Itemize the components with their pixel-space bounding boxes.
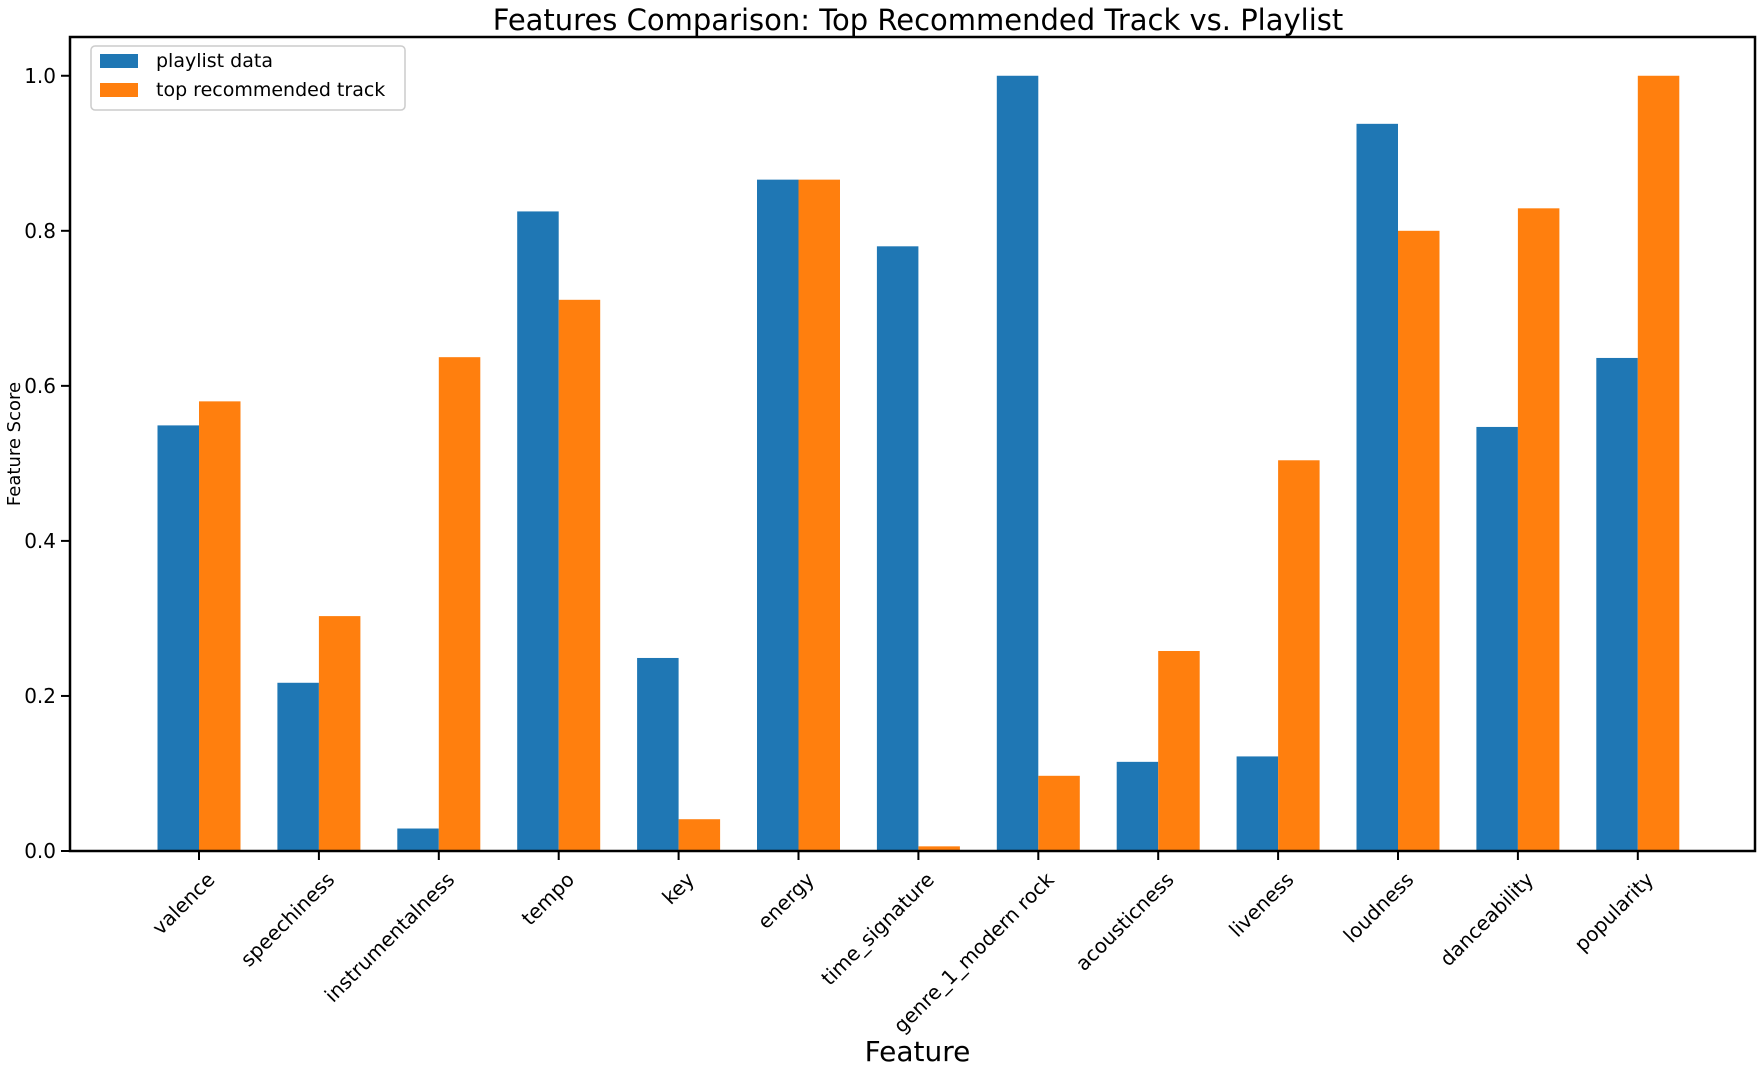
bar-top-track-liveness	[1278, 460, 1320, 851]
bar-playlist-acousticness	[1116, 761, 1159, 851]
y-tick-label: 0.4	[24, 529, 56, 553]
x-tick-label: time_signature	[816, 867, 939, 990]
legend: playlist data top recommended track	[90, 45, 406, 111]
y-axis-ticks: 0.0 0.2 0.4 0.6 0.8 1.0	[24, 64, 70, 863]
x-tick-label: acousticness	[1071, 867, 1179, 975]
bar-top-track-danceability	[1517, 208, 1560, 851]
legend-label: top recommended track	[156, 79, 385, 101]
plot-area-frame	[68, 35, 1757, 853]
bar-top-track-key	[678, 819, 721, 851]
y-tick-label: 0.8	[24, 219, 56, 243]
bars-group	[157, 75, 1680, 852]
bar-top-track-speechiness	[318, 616, 361, 851]
x-tick-label: key	[657, 867, 699, 909]
legend-label: playlist data	[156, 50, 273, 72]
bar-top-track-instrumentalness	[438, 357, 481, 851]
x-tick-label: tempo	[517, 867, 580, 930]
y-axis-label: Feature Score	[4, 382, 25, 506]
bar-playlist-key	[637, 657, 679, 851]
y-tick-label: 0.0	[24, 839, 56, 863]
bar-playlist-liveness	[1236, 756, 1279, 851]
y-tick-label: 0.2	[24, 684, 56, 708]
bar-playlist-energy	[757, 179, 799, 852]
bar-playlist-speechiness	[277, 682, 319, 851]
x-tick-label: speechiness	[236, 867, 340, 971]
bar-playlist-tempo	[517, 211, 559, 851]
legend-swatch	[100, 83, 138, 97]
bar-top-track-popularity	[1637, 75, 1680, 851]
x-tick-label: instrumentalness	[320, 867, 460, 1007]
bar-top-track-loudness	[1398, 230, 1440, 852]
x-tick-label: valence	[147, 867, 219, 939]
bar-top-track-genre-1-modern-rock	[1038, 775, 1080, 851]
chart-title: Features Comparison: Top Recommended Tra…	[493, 3, 1344, 37]
legend-box	[90, 45, 406, 111]
bar-playlist-instrumentalness	[397, 828, 439, 851]
bar-playlist-popularity	[1596, 357, 1638, 851]
bar-top-track-energy	[798, 179, 840, 852]
bar-top-track-time-signature	[918, 846, 960, 851]
bar-playlist-valence	[157, 425, 199, 851]
bar-top-track-tempo	[558, 299, 601, 851]
x-tick-label: popularity	[1569, 867, 1658, 956]
legend-swatch	[100, 54, 138, 68]
x-tick-label: energy	[753, 867, 819, 933]
x-tick-label: liveness	[1224, 867, 1298, 941]
y-tick-label: 0.6	[24, 374, 56, 398]
y-tick-label: 1.0	[24, 64, 56, 88]
bar-playlist-loudness	[1356, 123, 1398, 852]
x-tick-label: danceability	[1435, 867, 1539, 971]
bar-playlist-time-signature	[876, 246, 919, 852]
bar-top-track-acousticness	[1158, 650, 1200, 851]
bar-top-track-valence	[199, 401, 241, 851]
x-tick-label: loudness	[1339, 867, 1419, 947]
bar-playlist-genre-1-modern-rock	[996, 75, 1039, 851]
x-axis-label: Feature	[865, 1035, 971, 1068]
bar-playlist-danceability	[1476, 426, 1518, 851]
